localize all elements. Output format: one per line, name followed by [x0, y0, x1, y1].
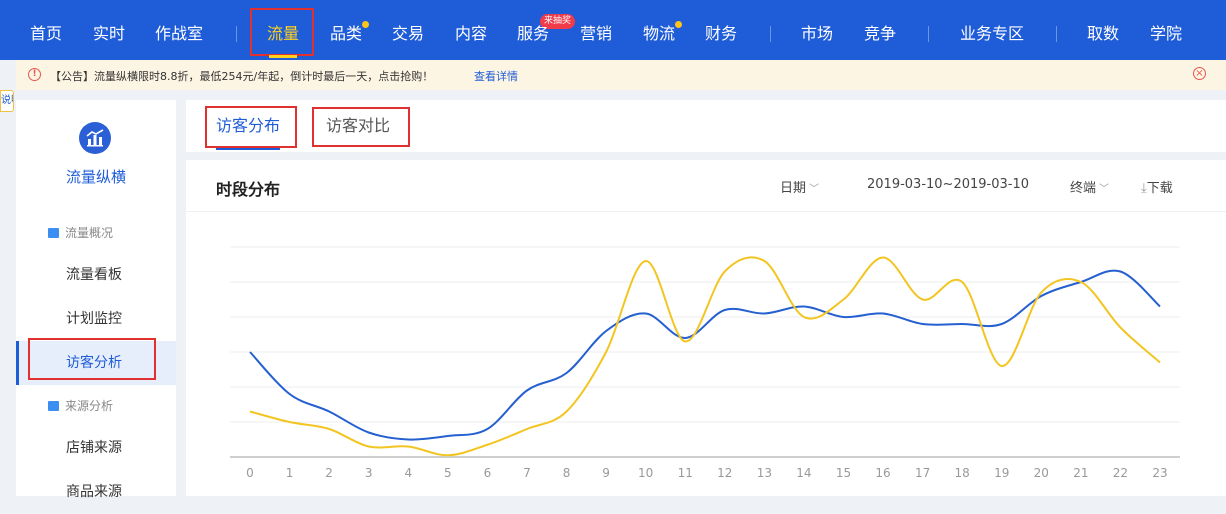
x-tick-label: 13	[757, 466, 772, 480]
lottery-badge[interactable]: 来抽奖	[540, 14, 576, 29]
x-tick-label: 19	[994, 466, 1009, 480]
terminal-dropdown[interactable]: 终端 ﹀	[1070, 177, 1109, 196]
notice-detail-link[interactable]: 查看详情	[474, 70, 518, 83]
sidebar-group-overview: 流量概况	[48, 224, 113, 241]
nav-item-11[interactable]: 市场	[801, 24, 834, 43]
x-tick-label: 5	[444, 466, 452, 480]
sidebar: 流量纵横 流量概况 流量看板 计划监控 访客分析 来源分析 店铺来源 商品来源	[16, 100, 176, 500]
x-tick-label: 18	[955, 466, 970, 480]
panel-title: 时段分布	[216, 180, 281, 199]
notice-text: 【公告】流量纵横限时8.8折，最低254元/年起，倒计时最后一天，点击抢购！	[50, 70, 434, 83]
x-tick-label: 6	[484, 466, 492, 480]
time-distribution-panel: 时段分布 日期 ﹀ 2019-03-10~2019-03-10 终端 ﹀ ⤓下载 0…	[186, 160, 1226, 496]
traffic-chart-icon	[79, 122, 111, 154]
tab-underline	[216, 148, 280, 150]
x-tick-label: 2	[325, 466, 333, 480]
time-distribution-chart: 0 1 2 3 4 5 6 7 8 9 10 11 12 13 14 15 16 17 18 19 20 21 22 23	[230, 246, 1180, 480]
x-tick-label: 23	[1152, 466, 1167, 480]
series-line-1	[249, 256, 1161, 457]
tab-visitor-compare[interactable]: 访客对比	[326, 116, 391, 135]
building-icon	[48, 401, 59, 411]
x-tick-label: 0	[246, 466, 254, 480]
panel-header: 时段分布 日期 ﹀ 2019-03-10~2019-03-10 终端 ﹀ ⤓下载	[186, 160, 1226, 212]
date-range[interactable]: 2019-03-10~2019-03-10	[867, 177, 1029, 192]
sidebar-item-plan-monitor[interactable]: 计划监控	[66, 311, 122, 327]
download-icon: ⤓	[1141, 181, 1147, 196]
date-label: 日期	[780, 181, 807, 196]
nav-item-3[interactable]: 流量	[267, 0, 299, 60]
nav-item-9[interactable]: 物流	[643, 24, 676, 43]
sidebar-title: 流量纵横	[65, 168, 126, 186]
highlight-box	[205, 106, 297, 148]
sidebar-item-shop-source[interactable]: 店铺来源	[66, 440, 122, 456]
nav-item-0[interactable]: 首页	[30, 24, 63, 43]
nav-item-13[interactable]: 业务专区	[960, 24, 1025, 43]
date-dropdown[interactable]: 日期 ﹀	[780, 177, 819, 196]
nav-item-4[interactable]: 品类	[330, 24, 363, 43]
x-tick-label: 12	[717, 466, 732, 480]
nav-item-7[interactable]: 服务	[517, 24, 550, 43]
download-button[interactable]: ⤓下载	[1141, 177, 1173, 196]
nav-item-14[interactable]: 取数	[1087, 24, 1120, 43]
nav-item-12[interactable]: 竞争	[864, 24, 897, 43]
x-tick-label: 17	[915, 466, 930, 480]
download-label: 下载	[1146, 181, 1173, 196]
x-tick-label: 9	[602, 466, 610, 480]
highlight-box	[312, 107, 410, 147]
x-tick-label: 11	[678, 466, 693, 480]
x-tick-label: 4	[404, 466, 412, 480]
x-tick-label: 16	[875, 466, 890, 480]
nav-item-5[interactable]: 交易	[392, 24, 425, 43]
side-help-tab[interactable]: 说明	[0, 90, 14, 112]
terminal-label: 终端	[1070, 181, 1097, 196]
nav-notify-dot	[362, 21, 369, 28]
nav-item-10[interactable]: 财务	[705, 24, 738, 43]
x-tick-label: 7	[523, 466, 531, 480]
x-tick-label: 20	[1034, 466, 1049, 480]
sidebar-item-product-source[interactable]: 商品来源	[66, 484, 122, 500]
nav-notify-dot	[675, 21, 682, 28]
sidebar-item-visitor-analysis[interactable]: 访客分析	[16, 341, 176, 385]
series-line-0	[249, 269, 1161, 441]
close-icon[interactable]: ×	[1193, 67, 1206, 80]
notice-bar: ! 【公告】流量纵横限时8.8折，最低254元/年起，倒计时最后一天，点击抢购！…	[16, 60, 1226, 90]
nav-item-6[interactable]: 内容	[455, 24, 488, 43]
sidebar-group-source: 来源分析	[48, 397, 113, 414]
x-tick-label: 8	[563, 466, 571, 480]
top-nav: 来抽奖 首页 实时 作战室 流量 品类 交易 内容 服务 营销 物流 财务 市场 竞争 业务专区 取数 学院	[0, 0, 1226, 60]
group-label: 来源分析	[65, 399, 114, 413]
group-label: 流量概况	[65, 226, 114, 240]
x-tick-label: 15	[836, 466, 851, 480]
building-icon	[48, 228, 59, 238]
x-tick-label: 14	[796, 466, 811, 480]
x-tick-label: 1	[286, 466, 294, 480]
nav-item-2[interactable]: 作战室	[155, 24, 204, 43]
chevron-down-icon: ﹀	[809, 184, 820, 195]
chevron-down-icon: ﹀	[1099, 184, 1110, 195]
x-tick-label: 10	[638, 466, 653, 480]
tab-bar: 访客分布 访客对比	[186, 100, 1226, 152]
nav-item-15[interactable]: 学院	[1150, 24, 1183, 43]
x-tick-label: 22	[1113, 466, 1128, 480]
x-tick-label: 3	[365, 466, 373, 480]
nav-item-1[interactable]: 实时	[93, 24, 126, 43]
sidebar-item-dashboard[interactable]: 流量看板	[66, 267, 122, 283]
x-tick-label: 21	[1073, 466, 1088, 480]
highlight-box	[28, 338, 156, 380]
nav-active-underline	[269, 55, 298, 58]
warning-icon: !	[28, 68, 41, 81]
nav-divider	[1056, 26, 1057, 42]
nav-divider	[236, 26, 237, 42]
nav-divider	[770, 26, 771, 42]
nav-item-8[interactable]: 营销	[580, 24, 613, 43]
nav-divider	[928, 26, 929, 42]
tab-visitor-distribution[interactable]: 访客分布	[216, 116, 281, 135]
